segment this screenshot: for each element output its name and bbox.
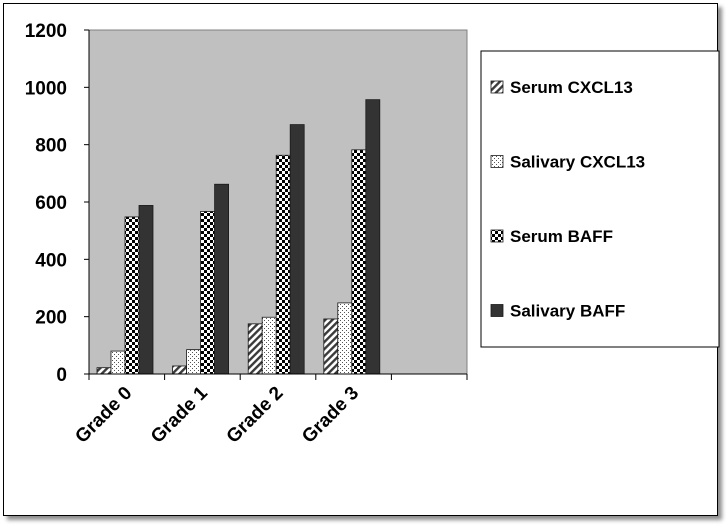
bar-serum-baff-1 (124, 216, 140, 375)
y-tick-label: 0 (56, 365, 67, 386)
y-tick-label: 200 (35, 308, 67, 329)
bar-serum-baff-3 (275, 154, 291, 375)
x-category-label: Grade 1 (147, 382, 212, 447)
legend-swatch (490, 304, 504, 317)
x-axis-ticks: Grade 0 Grade 1 Grade 2 Grade 3 (71, 374, 468, 448)
x-category-label: Grade 3 (298, 383, 363, 448)
y-tick-label: 400 (35, 250, 67, 271)
legend-swatch (490, 229, 504, 243)
bar-serum-cxcl13-4 (323, 318, 339, 375)
bar-salivary-cxcl13-3 (261, 316, 277, 375)
bar-serum-cxcl13-1 (96, 367, 112, 375)
legend-box (480, 50, 720, 348)
legend-swatch (490, 80, 504, 94)
y-axis-ticks: 0 200 400 600 800 1000 1200 (25, 21, 89, 386)
bar-salivary-cxcl13-2 (186, 349, 202, 375)
bar-salivary-cxcl13-4 (337, 302, 353, 375)
bar-salivary-baff-2 (214, 183, 230, 375)
y-tick-label: 1200 (25, 21, 67, 42)
bar-serum-cxcl13-3 (247, 323, 263, 375)
y-tick-label: 800 (35, 136, 67, 157)
x-category-label: Grade 0 (71, 383, 136, 448)
legend-swatch (490, 155, 504, 168)
bar-salivary-baff-3 (289, 124, 305, 375)
bar-serum-baff-4 (351, 149, 367, 375)
x-category-label: Grade 2 (223, 383, 288, 448)
bar-salivary-baff-4 (365, 99, 381, 375)
y-tick-label: 600 (35, 193, 67, 214)
legend-label: Salivary BAFF (510, 302, 625, 321)
legend-label: Serum CXCL13 (510, 78, 633, 97)
bar-serum-baff-2 (200, 211, 216, 375)
bar-serum-cxcl13-2 (172, 365, 188, 375)
legend-label: Serum BAFF (510, 227, 613, 246)
y-tick-label: 1000 (25, 78, 67, 99)
legend: Serum CXCL13 Salivary CXCL13 Serum BAFF Sal… (480, 50, 720, 348)
legend-label: Salivary CXCL13 (510, 153, 645, 172)
bar-salivary-cxcl13-1 (110, 350, 126, 375)
bar-salivary-baff-1 (138, 205, 154, 375)
